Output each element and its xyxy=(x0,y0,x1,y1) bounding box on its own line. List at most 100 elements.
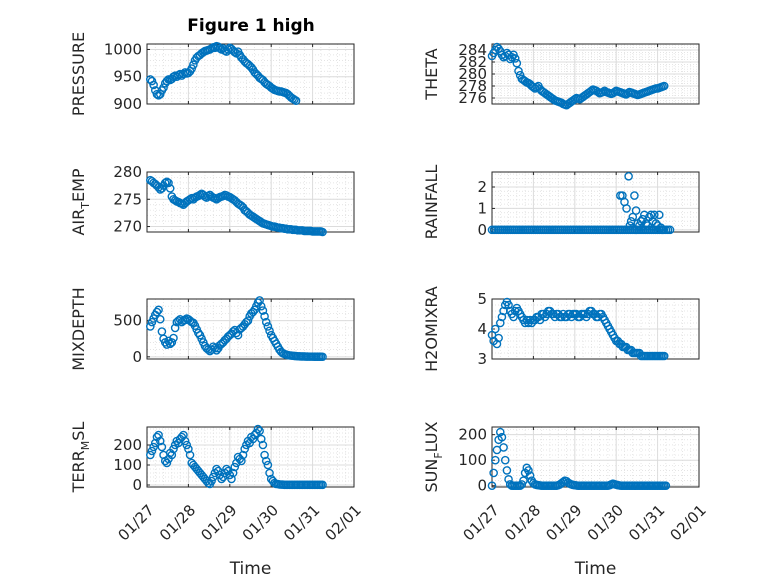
y-tick-label: 0 xyxy=(477,221,487,239)
data-point xyxy=(495,318,505,328)
data-point xyxy=(494,333,503,343)
data-point xyxy=(258,440,268,450)
y-tick-label: 284 xyxy=(458,41,487,59)
subplot-rainfall: 0 1 2 RAINFALL xyxy=(422,165,700,240)
y-tick-label: 500 xyxy=(113,312,142,330)
y-tick-label: 280 xyxy=(113,163,142,181)
subplot-terrmsl: 0 100 200 TERRMSL 01/2701/2801/2901/3001/310… xyxy=(69,422,365,579)
data-point xyxy=(491,455,500,465)
data-point xyxy=(291,96,301,106)
y-tick-label: 275 xyxy=(113,190,142,208)
data-point xyxy=(514,66,523,76)
data-point xyxy=(504,300,513,310)
data-point xyxy=(659,351,669,361)
axes-frame xyxy=(146,43,355,105)
ylabel-4: MIXDEPTH xyxy=(69,287,88,370)
data-point xyxy=(656,223,666,233)
data-point xyxy=(169,444,178,454)
x-tick-label: 01/31 xyxy=(280,501,323,544)
data-point xyxy=(649,210,659,220)
data-point xyxy=(525,471,535,480)
subplot-sunflux: 0 100 200 SUNFLUX 01/2701/2801/2901/3001/310… xyxy=(422,421,710,579)
y-tick-label: 4 xyxy=(477,320,487,338)
y-tick-label: 280 xyxy=(458,65,487,83)
data-point xyxy=(167,450,177,460)
data-point xyxy=(659,81,669,91)
data-point xyxy=(263,322,273,331)
data-point xyxy=(318,352,327,362)
data-point xyxy=(636,216,646,226)
y-tick-label: 1000 xyxy=(104,40,142,58)
x-tick-label: 01/30 xyxy=(239,501,282,544)
data-point xyxy=(189,60,198,70)
data-point xyxy=(162,458,172,468)
data-point xyxy=(499,443,508,452)
data-point xyxy=(651,219,661,228)
data-point xyxy=(157,442,167,452)
data-point xyxy=(318,227,327,237)
data-point xyxy=(237,456,246,466)
data-point xyxy=(502,466,512,475)
data-point xyxy=(149,442,158,452)
data-point xyxy=(162,177,172,187)
data-point xyxy=(243,316,253,325)
data-point xyxy=(154,305,163,315)
axes-frame xyxy=(491,171,700,233)
data-point xyxy=(164,178,173,188)
y-tick-label: 0 xyxy=(477,477,487,495)
y-tick-label: 900 xyxy=(113,95,142,113)
ylabel-3: RAINFALL xyxy=(422,165,441,240)
data-point xyxy=(487,481,497,491)
y-tick-label: 278 xyxy=(458,77,487,95)
data-point xyxy=(265,468,274,478)
data-point xyxy=(180,436,190,446)
data-point xyxy=(238,450,248,460)
y-tick-label: 276 xyxy=(458,89,487,107)
data-point xyxy=(263,460,273,470)
y-tick-label: 5 xyxy=(477,290,487,308)
ylabel-5: H2OMIXRA xyxy=(422,286,441,372)
x-tick-label: 02/01 xyxy=(667,501,710,544)
x-tick-label: 01/28 xyxy=(501,501,544,544)
x-tick-label: 01/27 xyxy=(460,501,503,544)
data-point xyxy=(519,476,528,485)
y-tick-label: 0 xyxy=(132,476,142,494)
data-point xyxy=(147,446,157,456)
data-point xyxy=(182,440,192,450)
data-point xyxy=(207,476,216,486)
data-point xyxy=(258,306,268,315)
data-series xyxy=(487,171,675,235)
data-series xyxy=(146,175,327,237)
data-series xyxy=(146,296,327,362)
data-point xyxy=(497,312,507,322)
data-point xyxy=(261,456,271,466)
data-point xyxy=(524,466,533,475)
x-tick-label: 01/27 xyxy=(115,501,158,544)
data-point xyxy=(160,178,170,188)
y-tick-label: 100 xyxy=(113,456,142,474)
data-series xyxy=(487,297,669,361)
x-tick-label: 02/01 xyxy=(322,501,365,544)
data-point xyxy=(179,430,188,440)
data-point xyxy=(658,225,667,235)
subplot-mixdepth: 0 500 MIXDEPTH xyxy=(69,287,355,371)
data-point xyxy=(491,324,500,334)
data-point xyxy=(489,468,498,478)
data-point xyxy=(318,480,327,490)
data-point xyxy=(625,221,635,230)
y-tick-label: 2 xyxy=(477,178,487,196)
data-point xyxy=(630,191,639,200)
data-point xyxy=(622,204,631,213)
ylabel-1: THETA xyxy=(422,48,441,100)
data-point xyxy=(240,444,250,454)
data-point xyxy=(256,434,266,444)
data-point xyxy=(223,466,233,476)
data-point xyxy=(150,438,160,448)
y-tick-label: 1 xyxy=(477,199,487,217)
data-point xyxy=(154,430,163,440)
data-point xyxy=(631,206,641,215)
axes-frame xyxy=(491,426,700,488)
